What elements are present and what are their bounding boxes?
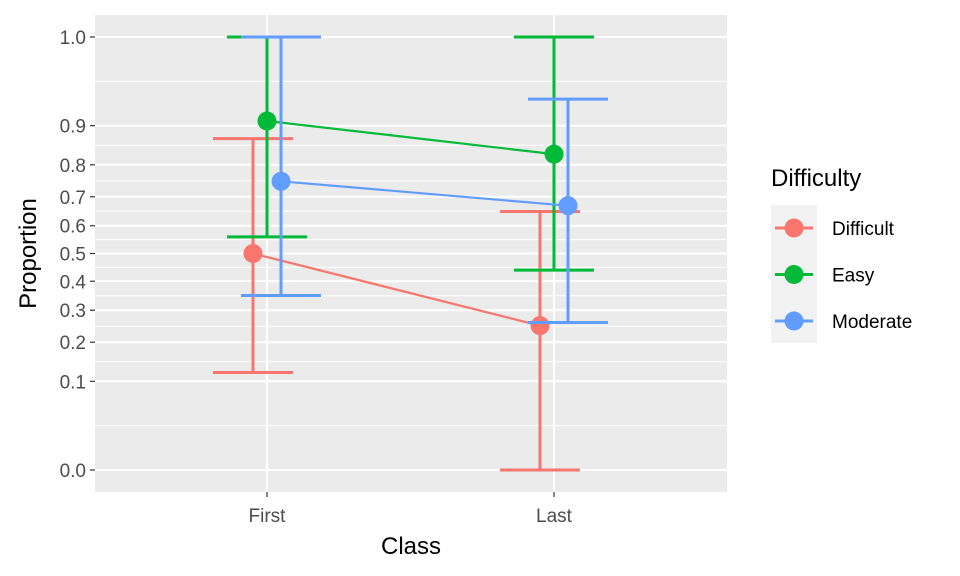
y-tick-label: 0.3 bbox=[60, 301, 86, 322]
series-line bbox=[266, 119, 555, 156]
y-tick-label: 0.7 bbox=[60, 188, 86, 209]
legend-label: Difficult bbox=[832, 219, 895, 240]
x-tick-label: Last bbox=[536, 506, 573, 527]
major-gridlines bbox=[95, 15, 727, 492]
y-axis-title: Proportion bbox=[15, 198, 42, 309]
data-point bbox=[558, 196, 578, 216]
legend: Difficulty Difficult Easy Moderate bbox=[771, 165, 912, 343]
x-tick-label: First bbox=[249, 506, 287, 527]
legend-items: Difficult Easy Moderate bbox=[775, 218, 912, 333]
minor-gridlines bbox=[95, 80, 727, 427]
legend-label: Moderate bbox=[832, 312, 912, 333]
series-line bbox=[280, 180, 569, 207]
y-tick-label: 0.5 bbox=[60, 245, 86, 266]
legend-title: Difficulty bbox=[771, 165, 861, 192]
series-line bbox=[252, 252, 541, 327]
y-tick-label: 0.8 bbox=[60, 156, 86, 177]
legend-item-moderate: Moderate bbox=[775, 311, 912, 333]
series-layer bbox=[213, 35, 608, 472]
y-tick-label: 0.2 bbox=[60, 333, 86, 354]
data-point bbox=[271, 171, 291, 191]
y-tick-label: 0.1 bbox=[60, 372, 86, 393]
legend-key-point bbox=[784, 311, 804, 331]
data-point bbox=[257, 111, 277, 131]
series-difficult bbox=[213, 137, 580, 472]
y-tick-label: 0.0 bbox=[60, 461, 86, 482]
series-moderate bbox=[241, 35, 608, 325]
y-tick-label: 0.4 bbox=[60, 272, 87, 293]
data-point bbox=[544, 144, 564, 164]
data-point bbox=[530, 316, 550, 336]
legend-key-point bbox=[784, 265, 804, 284]
legend-item-easy: Easy bbox=[775, 265, 875, 287]
legend-key-point bbox=[784, 218, 804, 238]
y-tick-label: 0.6 bbox=[60, 217, 86, 238]
legend-item-difficult: Difficult bbox=[775, 218, 895, 240]
legend-label: Easy bbox=[832, 266, 875, 287]
x-axis-title: Class bbox=[381, 533, 441, 560]
y-tick-label: 1.0 bbox=[60, 28, 86, 49]
data-point bbox=[243, 244, 263, 263]
y-axis: 0.0 0.1 0.2 0.3 0.4 0.5 0.6 0.7 0.8 0.9 1.0 bbox=[60, 28, 95, 482]
y-tick-label: 0.9 bbox=[60, 117, 86, 138]
x-axis: First Last bbox=[249, 492, 573, 527]
